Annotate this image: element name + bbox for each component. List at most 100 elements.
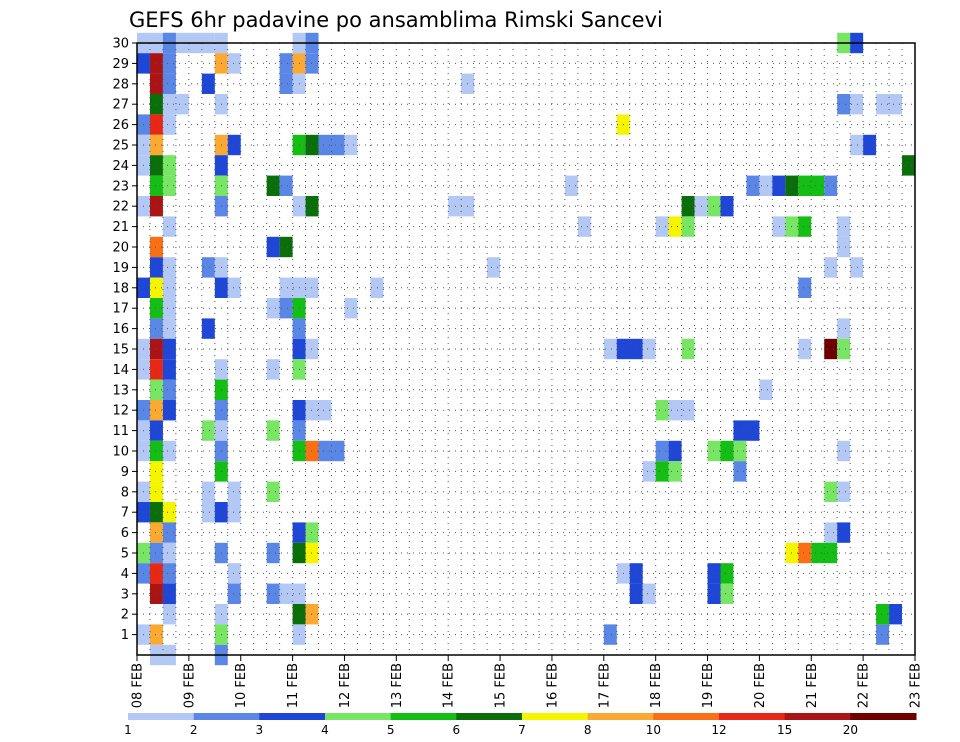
heatmap-cell [279,53,293,74]
heatmap-cell [227,583,241,604]
y-tick-label: 26 [112,118,129,133]
legend-swatch [325,713,392,720]
y-tick-label: 10 [112,445,129,460]
heatmap-cell [655,461,669,482]
heatmap-cell [798,175,825,196]
heatmap-cell [305,400,332,421]
heatmap-cell [707,563,721,584]
x-tick-label: 11 FEB [286,663,301,708]
heatmap-cell [279,298,293,319]
heatmap-cell [902,155,915,176]
y-tick-label: 23 [112,179,129,194]
heatmap-cell [707,196,721,217]
y-tick-label: 4 [121,567,129,582]
heatmap-cell [798,542,812,564]
legend-label: 4 [321,723,329,737]
heatmap-cell [162,583,176,604]
heatmap-cell [642,461,656,482]
heatmap-cell [837,216,851,237]
heatmap-cell [162,114,176,135]
heatmap-cell [162,216,176,237]
heatmap-cell [305,134,319,156]
y-tick-label: 7 [121,506,129,521]
heatmap-cell [629,583,643,604]
heatmap-cell [655,216,669,237]
y-tick-label: 21 [112,220,129,235]
y-tick-label: 20 [112,241,129,256]
heatmap-cell [266,583,280,604]
heatmap-cell [824,338,838,360]
heatmap-cell [266,420,280,441]
legend-swatch [850,713,917,720]
legend-swatch [653,713,720,720]
heatmap-cell [824,175,838,196]
heatmap-cell [681,216,695,237]
chart-title: GEFS 6hr padavine po ansamblima Rimski S… [129,8,663,32]
heatmap-cell [149,359,163,380]
heatmap-cell [279,175,293,196]
heatmap-cell [837,94,851,115]
heatmap-cell [681,338,695,360]
legend-swatch [390,713,457,720]
heatmap-cell [227,481,241,502]
heatmap-cell [837,338,851,360]
y-tick-label: 11 [112,424,129,439]
heatmap-cell [798,338,812,360]
y-tick-label: 30 [112,37,129,52]
heatmap-cell [162,359,176,380]
heatmap-cell [149,440,163,462]
legend-swatch [456,713,523,720]
heatmap-cell [279,73,293,94]
x-tick-label: 18 FEB [649,663,664,708]
heatmap-cell [305,53,319,74]
heatmap-cell [837,481,851,502]
heatmap-cell [603,624,617,645]
y-axis: 1234567891011121314151617181920212223242… [112,37,137,643]
heatmap-cell [149,338,163,360]
heatmap-cell [149,257,163,278]
heatmap-cell [162,400,176,421]
heatmap-cell [707,440,721,462]
y-tick-label: 24 [112,159,129,174]
heatmap-cell [227,502,241,523]
heatmap-cell [798,216,812,237]
x-tick-label: 19 FEB [701,663,716,708]
heatmap-cell [720,583,734,604]
heatmap-cell [149,522,163,543]
heatmap-cell [149,542,163,564]
heatmap-cell [201,257,215,278]
heatmap-cell [850,257,864,278]
heatmap-cell [344,134,358,156]
heatmap-cell [149,624,163,645]
heatmap-cell [162,604,176,625]
heatmap-cell [162,318,176,339]
heatmap-cell [668,400,695,421]
x-tick-label: 20 FEB [753,663,768,708]
heatmap-cell [837,318,851,339]
legend-label: 3 [256,723,264,737]
y-tick-label: 22 [112,200,129,215]
heatmap-cell [149,134,163,156]
heatmap-cell [876,604,890,625]
heatmap-cell [162,379,176,400]
heatmap-cell [149,175,163,196]
y-tick-label: 13 [112,383,129,398]
heatmap-cell [850,134,864,156]
y-tick-label: 12 [112,404,129,419]
heatmap-cell [149,379,163,400]
x-tick-label: 10 FEB [234,663,249,708]
heatmap-cell [798,277,812,298]
heatmap-cell [162,155,176,176]
heatmap-cell [837,440,851,462]
legend-label: 2 [190,723,198,737]
heatmap-cell [876,624,890,645]
legend-swatch [522,713,589,720]
x-tick-label: 23 FEB [909,663,924,708]
heatmap-cell [655,400,669,421]
heatmap-cell [720,563,734,584]
heatmap-cell [305,522,319,543]
heatmap-cell [668,440,682,462]
heatmap-cell [850,94,864,115]
heatmap-cell [279,236,293,258]
